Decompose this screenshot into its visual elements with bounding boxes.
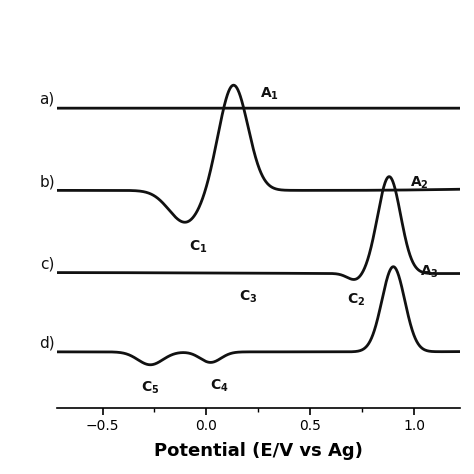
Text: $\mathbf{A_2}$: $\mathbf{A_2}$ xyxy=(410,174,428,191)
Text: a): a) xyxy=(39,92,55,107)
Text: c): c) xyxy=(40,256,55,271)
Text: $\mathbf{A_1}$: $\mathbf{A_1}$ xyxy=(260,86,279,102)
Text: $\mathbf{C_2}$: $\mathbf{C_2}$ xyxy=(347,292,365,309)
Text: $\mathbf{C_1}$: $\mathbf{C_1}$ xyxy=(189,238,207,255)
X-axis label: Potential (E/V vs Ag): Potential (E/V vs Ag) xyxy=(154,442,363,460)
Text: d): d) xyxy=(39,336,55,351)
Text: $\mathbf{A_3}$: $\mathbf{A_3}$ xyxy=(420,263,439,280)
Text: $\mathbf{C_5}$: $\mathbf{C_5}$ xyxy=(141,380,160,396)
Text: b): b) xyxy=(39,174,55,189)
Text: $\mathbf{C_3}$: $\mathbf{C_3}$ xyxy=(239,289,257,305)
Text: $\mathbf{C_4}$: $\mathbf{C_4}$ xyxy=(210,377,228,393)
